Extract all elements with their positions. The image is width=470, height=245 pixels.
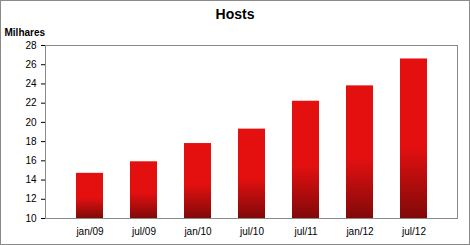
svg-text:Milhares: Milhares	[5, 27, 46, 38]
svg-text:jan/10: jan/10	[183, 226, 212, 237]
svg-text:22: 22	[25, 97, 37, 108]
svg-text:12: 12	[25, 193, 37, 204]
svg-text:jan/12: jan/12	[345, 226, 374, 237]
html-text:Hosts: Hosts	[215, 6, 255, 22]
svg-text:20: 20	[25, 117, 37, 128]
svg-text:jul/09: jul/09	[131, 226, 156, 237]
svg-text:26: 26	[25, 59, 37, 70]
svg-text:jan/09: jan/09	[75, 226, 104, 237]
svg-text:28: 28	[25, 40, 37, 51]
svg-text:10: 10	[25, 213, 37, 224]
svg-text:jul/10: jul/10	[239, 226, 264, 237]
svg-text:18: 18	[25, 136, 37, 147]
svg-text:24: 24	[25, 78, 37, 89]
svg-text:14: 14	[25, 174, 37, 185]
svg-text:jul/11: jul/11	[293, 226, 318, 237]
svg-text:16: 16	[25, 155, 37, 166]
svg-text:jul/12: jul/12	[401, 226, 426, 237]
